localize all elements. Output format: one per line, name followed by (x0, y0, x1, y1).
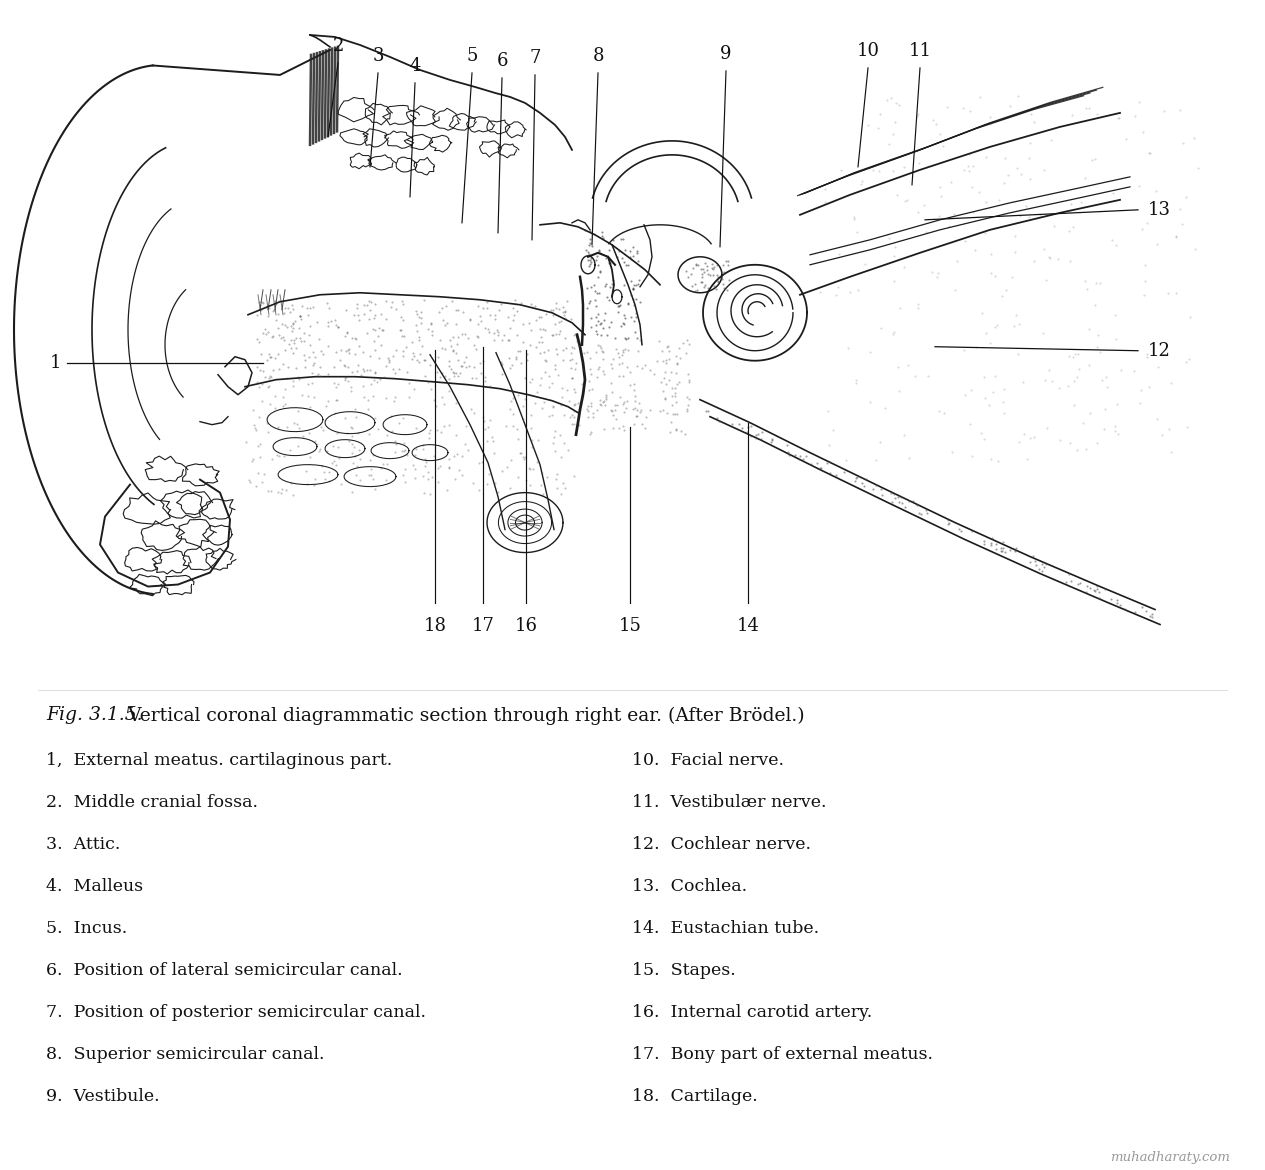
Text: 3: 3 (372, 47, 383, 66)
Text: 11: 11 (908, 42, 931, 60)
Text: 4: 4 (410, 57, 421, 75)
Text: 16: 16 (515, 617, 538, 634)
Text: 9.  Vestibule.: 9. Vestibule. (46, 1088, 159, 1106)
Text: 13: 13 (1149, 201, 1171, 219)
Text: 18.  Cartilage.: 18. Cartilage. (632, 1088, 758, 1106)
Text: 10.  Facial nerve.: 10. Facial nerve. (632, 752, 784, 770)
Text: 18: 18 (424, 617, 447, 634)
Text: 10: 10 (856, 42, 879, 60)
Text: 7.  Position of posterior semicircular canal.: 7. Position of posterior semicircular ca… (46, 1004, 426, 1021)
Text: 16.  Internal carotid artery.: 16. Internal carotid artery. (632, 1004, 873, 1021)
Text: 4.  Malleus: 4. Malleus (46, 879, 143, 895)
Text: 14.  Eustachian tube.: 14. Eustachian tube. (632, 921, 820, 937)
Text: 5: 5 (467, 47, 478, 66)
Text: 6.  Position of lateral semicircular canal.: 6. Position of lateral semicircular cana… (46, 962, 402, 979)
Text: 9: 9 (720, 44, 731, 63)
Text: 5.  Incus.: 5. Incus. (46, 921, 128, 937)
Text: Vertical coronal diagrammatic section through right ear. (After Brödel.): Vertical coronal diagrammatic section th… (104, 707, 805, 724)
Text: 11.  Vestibulær nerve.: 11. Vestibulær nerve. (632, 794, 826, 811)
Text: 6: 6 (496, 51, 507, 70)
Text: 12: 12 (1149, 342, 1171, 359)
Text: 15: 15 (619, 617, 641, 634)
Text: 17.  Bony part of external meatus.: 17. Bony part of external meatus. (632, 1046, 934, 1064)
Text: 8: 8 (592, 47, 603, 66)
Text: 7: 7 (529, 49, 540, 67)
Text: Fig. 3.1.5.: Fig. 3.1.5. (46, 707, 143, 724)
Text: 1: 1 (49, 353, 61, 372)
Text: 2: 2 (333, 37, 344, 55)
Text: 12.  Cochlear nerve.: 12. Cochlear nerve. (632, 837, 811, 853)
Text: 2.  Middle cranial fossa.: 2. Middle cranial fossa. (46, 794, 258, 811)
Text: 8.  Superior semicircular canal.: 8. Superior semicircular canal. (46, 1046, 325, 1064)
Text: muhadharaty.com: muhadharaty.com (1109, 1151, 1230, 1164)
Text: 3.  Attic.: 3. Attic. (46, 837, 120, 853)
Text: 14: 14 (736, 617, 759, 634)
Text: 15.  Stapes.: 15. Stapes. (632, 962, 736, 979)
Text: 17: 17 (472, 617, 495, 634)
Text: 1,  External meatus. cartilaginous part.: 1, External meatus. cartilaginous part. (46, 752, 392, 770)
Text: 13.  Cochlea.: 13. Cochlea. (632, 879, 748, 895)
